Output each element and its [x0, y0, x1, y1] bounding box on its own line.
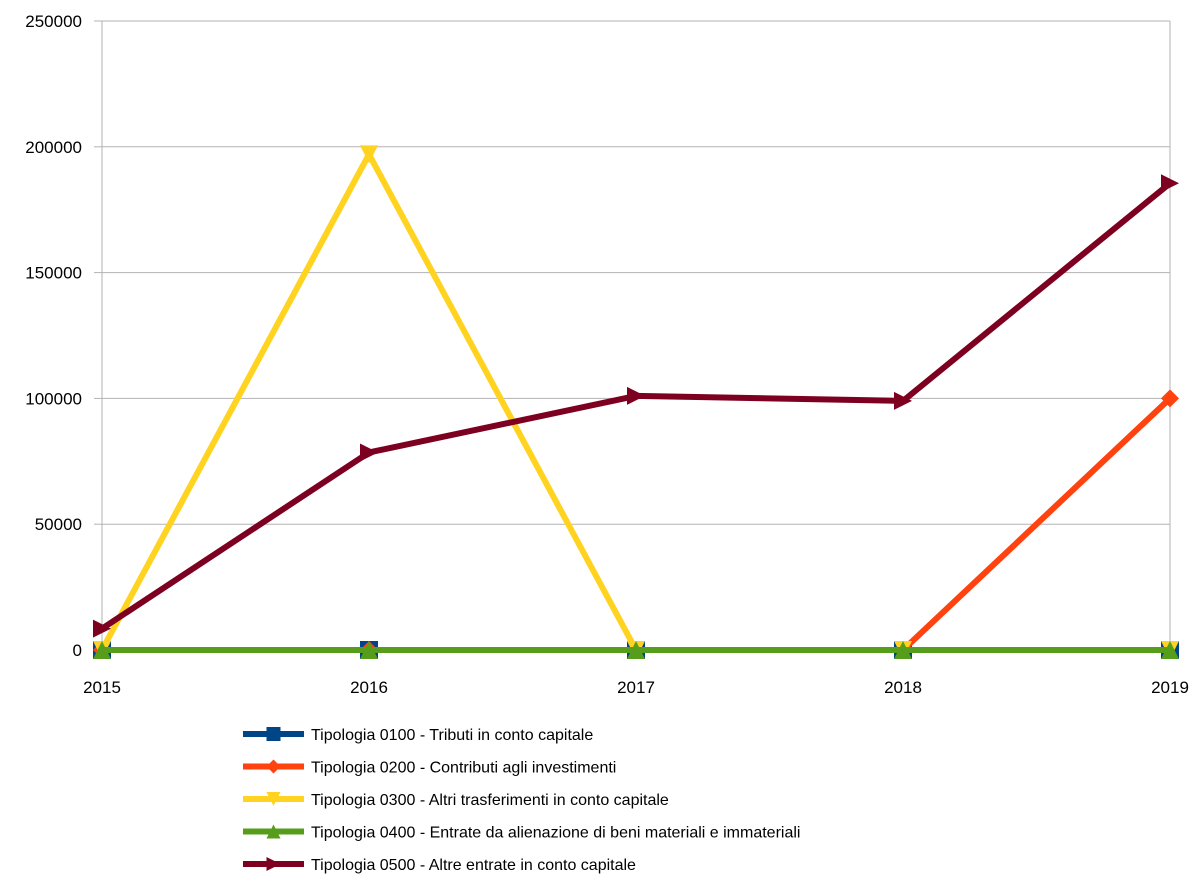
legend-label: Tipologia 0400 - Entrate da alienazione … [311, 825, 800, 842]
legend-marker [266, 727, 281, 741]
y-tick-label: 100000 [25, 389, 82, 408]
y-tick-label: 200000 [25, 138, 82, 157]
legend-label: Tipologia 0100 - Tributi in conto capita… [311, 727, 593, 744]
data-point [360, 641, 378, 659]
data-point [894, 641, 912, 659]
x-tick-label: 2019 [1151, 678, 1189, 697]
series-3 [93, 145, 1179, 659]
series-line [99, 151, 1170, 653]
legend-marker [266, 792, 281, 806]
y-tick-label: 150000 [25, 264, 82, 283]
y-tick-label: 0 [73, 641, 82, 660]
y-tick-label: 250000 [25, 12, 82, 31]
x-tick-label: 2015 [83, 678, 121, 697]
legend-entry: Tipologia 0300 - Altri trasferimenti in … [243, 792, 669, 809]
legend-entry: Tipologia 0400 - Entrate da alienazione … [243, 824, 800, 842]
legend-entry: Tipologia 0500 - Altre entrate in conto … [243, 857, 636, 874]
data-point [360, 145, 378, 164]
legend-label: Tipologia 0300 - Altri trasferimenti in … [311, 792, 669, 809]
data-point [1161, 389, 1179, 408]
legend: Tipologia 0100 - Tributi in conto capita… [243, 727, 800, 874]
legend-marker [266, 824, 281, 839]
y-axis-ticks: 0 50000 100000 150000 200000 250000 [25, 12, 82, 660]
x-axis-ticks: 2015 2016 2017 2018 2019 [83, 678, 1189, 697]
y-tick-label: 50000 [35, 515, 82, 534]
data-point [1161, 641, 1179, 659]
series-lines [93, 145, 1179, 659]
legend-marker [266, 857, 281, 871]
x-tick-label: 2016 [350, 678, 388, 697]
data-point [627, 641, 645, 659]
legend-label: Tipologia 0500 - Altre entrate in conto … [311, 857, 636, 874]
data-point [93, 641, 111, 659]
data-point [93, 619, 111, 638]
data-point [360, 443, 378, 462]
series-4 [93, 641, 1179, 659]
data-point [627, 386, 645, 405]
gridlines [94, 20, 1171, 651]
legend-entry: Tipologia 0200 - Contributi agli investi… [243, 759, 616, 777]
series-5 [93, 174, 1179, 638]
x-tick-label: 2018 [884, 678, 922, 697]
series-line [100, 180, 1172, 632]
legend-entry: Tipologia 0100 - Tributi in conto capita… [243, 727, 593, 744]
data-point [894, 391, 912, 410]
x-tick-label: 2017 [617, 678, 655, 697]
data-point [1161, 174, 1179, 193]
legend-label: Tipologia 0200 - Contributi agli investi… [311, 760, 616, 777]
legend-marker [266, 759, 281, 774]
